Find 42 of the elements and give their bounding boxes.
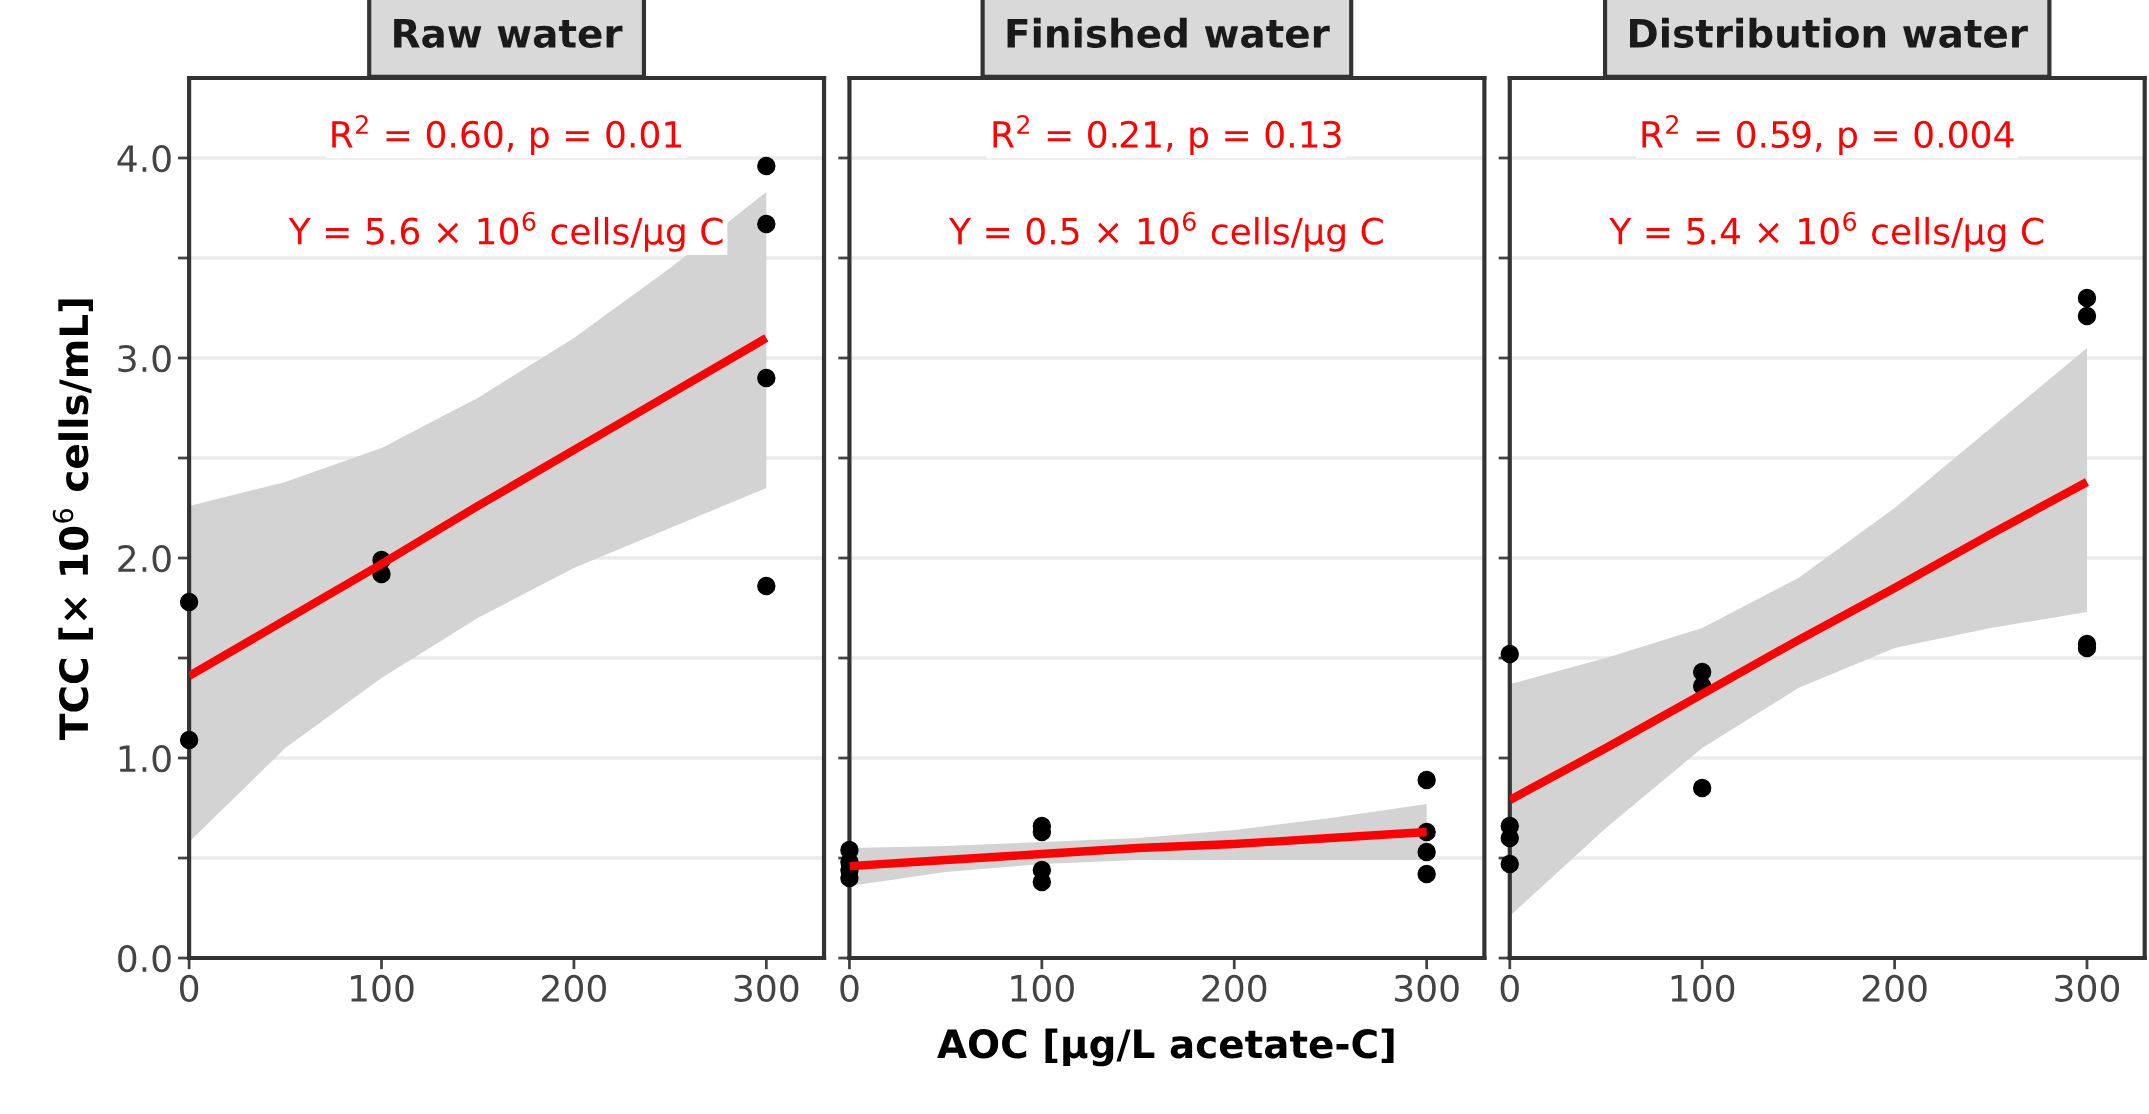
x-tick-label: 100 bbox=[351, 974, 414, 1002]
annotation: R$^{2}$ = 0.21, p = 0.13 bbox=[993, 114, 1341, 156]
annotation: R$^{2}$ = 0.59, p = 0.004 bbox=[1642, 114, 2014, 156]
x-tick-label: 0 bbox=[1500, 974, 1519, 1002]
annotation: Y = 5.4 × 10$^{6}$ cells/µg C bbox=[1609, 211, 2044, 252]
chart-title: Distribution water bbox=[1630, 17, 2028, 48]
point bbox=[2077, 288, 2097, 308]
x-tick-label: 200 bbox=[1202, 974, 1267, 1002]
y-tick-label: 4.0 bbox=[117, 144, 171, 173]
point bbox=[1500, 854, 1519, 874]
x-tick-label: 300 bbox=[2055, 974, 2120, 1002]
x-tick-label: 0 bbox=[840, 974, 859, 1002]
y-tick-label: 3.0 bbox=[118, 344, 171, 373]
point bbox=[1692, 778, 1712, 798]
x-tick-label: 200 bbox=[542, 974, 606, 1002]
x-tick-label: 300 bbox=[734, 974, 799, 1002]
x-tick-label: 300 bbox=[1394, 974, 1459, 1002]
point bbox=[757, 156, 776, 176]
chart-title: Raw water bbox=[394, 19, 623, 48]
point bbox=[179, 730, 199, 750]
x-tick-label: 100 bbox=[1011, 974, 1074, 1002]
point bbox=[1417, 864, 1436, 884]
point bbox=[757, 576, 776, 596]
point bbox=[757, 368, 776, 388]
point bbox=[179, 592, 199, 612]
point bbox=[1500, 644, 1519, 664]
annotation: R$^{2}$ = 0.60, p = 0.01 bbox=[332, 114, 682, 156]
point bbox=[1417, 770, 1436, 790]
point bbox=[757, 214, 776, 234]
point bbox=[1417, 842, 1436, 862]
x-axis-title: AOC [µg/L acetate-C] bbox=[937, 1028, 1394, 1067]
x-tick-label: 200 bbox=[1862, 974, 1927, 1002]
annotation: Y = 5.6 × 10$^{6}$ cells/µg C bbox=[288, 211, 723, 252]
x-tick-label: 100 bbox=[1671, 974, 1735, 1002]
x-tick-label: 0 bbox=[180, 974, 199, 1002]
annotation: Y = 0.5 × 10$^{6}$ cells/µg C bbox=[948, 211, 1383, 252]
y-tick-label: 1.0 bbox=[119, 744, 171, 773]
point bbox=[2077, 306, 2097, 326]
y-tick-label: 2.0 bbox=[118, 544, 171, 573]
y-axis-title: TCC [× 10$^{6}$ cells/mL] bbox=[52, 299, 94, 740]
chart-title: Finished water bbox=[1007, 17, 1330, 48]
y-tick-label: 0.0 bbox=[118, 944, 171, 973]
